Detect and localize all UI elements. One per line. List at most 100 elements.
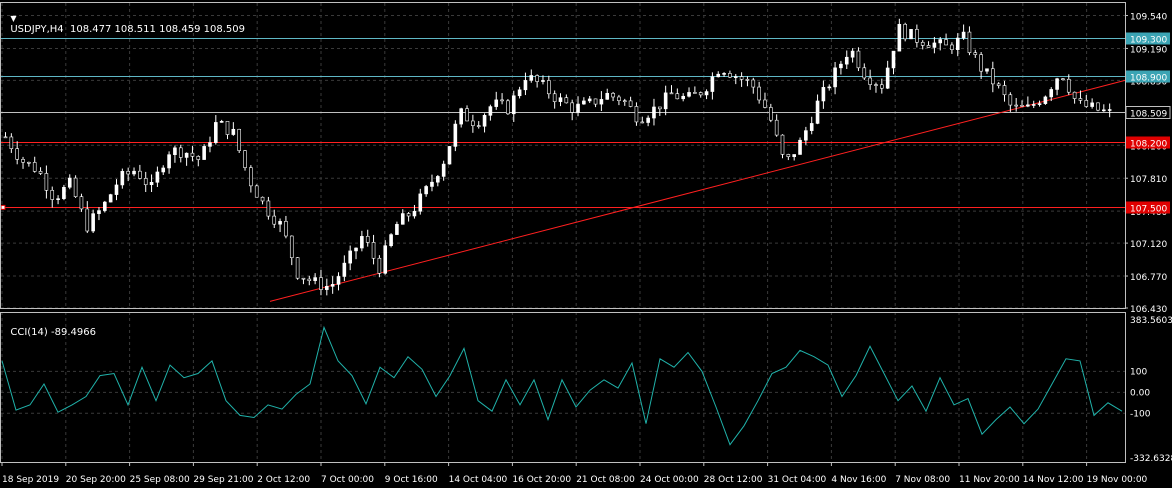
- candle-body: [716, 73, 721, 78]
- candle-body: [108, 194, 113, 203]
- candle-body: [967, 31, 972, 53]
- candle-body: [599, 99, 604, 105]
- candle-body: [605, 92, 610, 100]
- trendline[interactable]: [269, 79, 1126, 302]
- candle-body: [214, 122, 218, 143]
- candle-body: [225, 121, 230, 135]
- candle-body: [915, 29, 919, 43]
- candle-body: [780, 134, 785, 155]
- triangle-down-icon[interactable]: ▼: [10, 14, 17, 23]
- time-tick-label: 14 Nov 12:00: [1023, 475, 1084, 485]
- candle-body: [558, 97, 563, 102]
- cci-tick-label: 0.00: [1130, 388, 1150, 398]
- symbol-ohlc: USDJPY,H4 108.477 108.511 108.459 108.50…: [10, 24, 245, 35]
- trendline-segment: [269, 79, 1126, 302]
- time-tick-label: 24 Oct 00:00: [640, 475, 699, 485]
- time-tick-label: 2 Oct 12:00: [257, 475, 310, 485]
- candle-body: [377, 257, 382, 274]
- candle-body: [1014, 104, 1018, 107]
- candle-body: [91, 213, 95, 232]
- candle-body: [576, 103, 580, 113]
- candle-body: [523, 80, 528, 91]
- candle-body: [593, 98, 598, 105]
- candle-body: [850, 50, 855, 58]
- candle-body: [44, 173, 49, 191]
- candle-body: [815, 100, 820, 124]
- candle-body: [260, 196, 265, 202]
- level-anchor-icon: [0, 204, 6, 210]
- candle-body: [313, 277, 317, 281]
- candles: [3, 18, 1112, 296]
- candle-body: [284, 221, 288, 237]
- candle-body: [120, 171, 125, 186]
- candle-body: [786, 154, 791, 157]
- candle-body: [1037, 103, 1042, 105]
- level-tag-bg: [1126, 32, 1170, 45]
- candle-body: [792, 154, 796, 157]
- main-frame: [0, 2, 1126, 309]
- cci-label: CCI(14) -89.4966: [10, 327, 96, 338]
- horizontal-levels[interactable]: [0, 38, 1125, 210]
- candle-body: [114, 184, 119, 195]
- candle-body: [570, 102, 574, 113]
- candle-body: [202, 146, 206, 160]
- candle-body: [751, 79, 756, 88]
- candle-body: [371, 242, 376, 259]
- candle-body: [973, 52, 978, 55]
- candle-body: [395, 224, 399, 235]
- time-tick-label: 14 Oct 04:00: [449, 475, 508, 485]
- candle-body: [582, 100, 586, 105]
- candle-body: [1008, 94, 1013, 106]
- candle-body: [79, 196, 84, 210]
- candle-body: [961, 31, 966, 39]
- candle-body: [844, 56, 849, 65]
- candle-body: [856, 50, 861, 69]
- candle-body: [190, 152, 195, 157]
- candle-body: [880, 84, 884, 89]
- candle-body: [38, 171, 43, 174]
- candle-body: [500, 99, 504, 102]
- candle-body: [1055, 78, 1059, 90]
- candle-body: [920, 41, 925, 46]
- candle-body: [424, 186, 428, 195]
- time-axis-labels: 18 Sep 2019 20 Sep 20:00 25 Sep 08:00 29 Se…: [1, 462, 1148, 485]
- candle-body: [348, 250, 352, 264]
- symbol-header: ▼ USDJPY,H4 108.477 108.511 108.459 108.…: [4, 2, 245, 35]
- candle-body: [885, 67, 890, 89]
- candle-body: [710, 76, 715, 92]
- candle-body: [909, 29, 913, 40]
- level-tag-bg: [1126, 201, 1170, 214]
- candle-body: [406, 213, 411, 217]
- candle-body: [447, 146, 452, 165]
- candle-body: [1061, 78, 1065, 81]
- candle-body: [862, 67, 867, 79]
- candle-body: [389, 234, 393, 246]
- candle-body: [430, 181, 434, 187]
- candle-body: [301, 277, 306, 280]
- time-tick-label: 4 Nov 16:00: [831, 475, 886, 485]
- candle-body: [319, 277, 323, 290]
- candle-body: [804, 130, 808, 141]
- candle-body: [155, 171, 160, 183]
- candle-body: [745, 79, 750, 81]
- candle-body: [418, 193, 423, 212]
- candle-body: [541, 80, 545, 82]
- time-tick-label: 28 Oct 12:00: [704, 475, 763, 485]
- candle-body: [517, 89, 522, 97]
- cci-tick-label: -332.6328: [1130, 454, 1172, 464]
- candle-body: [874, 84, 878, 86]
- time-tick-label: 21 Oct 08:00: [576, 475, 635, 485]
- indicator-header: CCI(14) -89.4966: [4, 316, 96, 338]
- candle-body: [833, 67, 837, 88]
- time-tick-label: 7 Oct 00:00: [321, 475, 374, 485]
- candle-body: [547, 80, 551, 95]
- cci-frame: [0, 312, 1126, 463]
- candle-body: [360, 236, 364, 249]
- candle-body: [1020, 105, 1024, 107]
- candle-body: [9, 136, 14, 149]
- candle-body: [932, 42, 937, 48]
- candle-body: [774, 119, 779, 136]
- candle-body: [97, 210, 101, 214]
- candle-body: [1002, 85, 1007, 96]
